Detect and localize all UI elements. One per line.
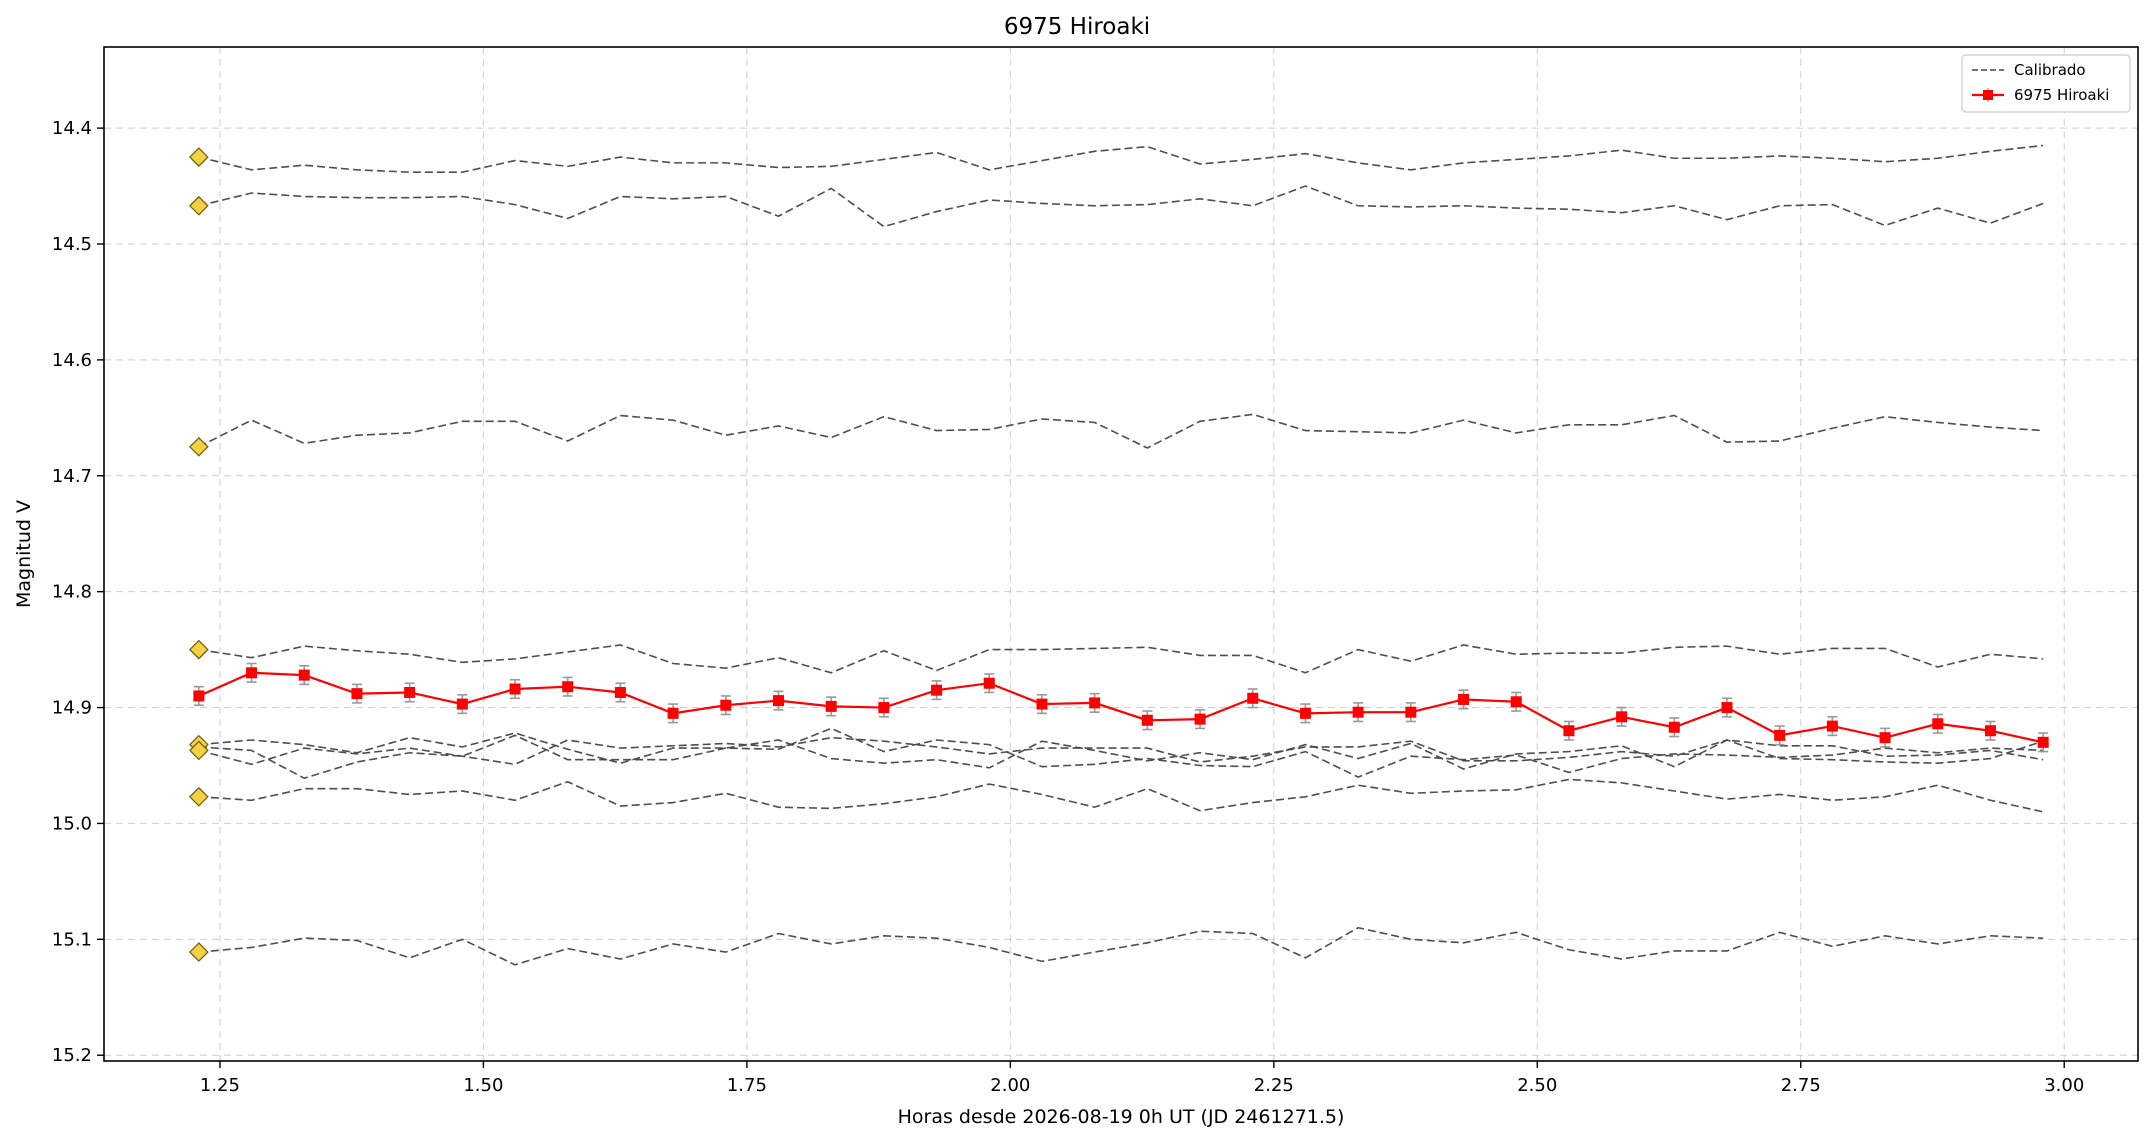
target-data-point — [1352, 706, 1364, 718]
target-data-point — [298, 669, 310, 681]
target-data-point — [1247, 692, 1259, 704]
target-data-point — [351, 688, 363, 700]
x-tick-label: 2.75 — [1781, 1075, 1821, 1096]
target-data-point — [1932, 718, 1944, 730]
target-data-point — [1721, 702, 1733, 714]
target-data-point — [772, 695, 784, 707]
target-data-point — [1141, 714, 1153, 726]
target-data-point — [983, 677, 995, 689]
target-data-point — [1299, 707, 1311, 719]
y-tick-label: 15.0 — [52, 813, 92, 834]
series-layer — [189, 144, 2049, 966]
x-tick-label: 3.00 — [2044, 1075, 2084, 1096]
x-axis-label: Horas desde 2026-08-19 0h UT (JD 2461271… — [898, 1106, 1345, 1128]
legend-calibrated-label: Calibrado — [2014, 61, 2086, 79]
y-axis-label: Magnitud V — [13, 500, 35, 608]
target-data-point — [246, 667, 258, 679]
target-data-point — [825, 700, 837, 712]
y-tick-label: 14.6 — [52, 350, 92, 371]
y-tick-label: 14.9 — [52, 698, 92, 719]
reference-diamond-marker — [189, 786, 209, 807]
y-tick-label: 15.2 — [52, 1045, 92, 1066]
reference-diamond-marker — [189, 942, 209, 962]
chart-title: 6975 Hiroaki — [1004, 14, 1150, 40]
legend: Calibrado 6975 Hiroaki — [1961, 54, 2131, 113]
calibrated-series-line — [198, 144, 2044, 173]
x-tick-label: 1.75 — [727, 1075, 767, 1096]
target-data-point — [1774, 729, 1786, 741]
legend-target-label: 6975 Hiroaki — [2014, 86, 2109, 104]
target-data-point — [1458, 693, 1470, 705]
target-data-point — [1405, 706, 1417, 718]
target-data-point — [614, 686, 626, 698]
target-data-point — [720, 699, 732, 711]
target-data-point — [1036, 698, 1048, 710]
reference-diamond-marker — [189, 436, 209, 457]
calibrated-series-line — [198, 644, 2044, 674]
axis-ticks: 1.25 1.50 1.75 2.00 2.25 2.50 2.75 3.00 14.4 14.5… — [52, 118, 2084, 1096]
reference-diamond-marker — [189, 147, 209, 167]
target-series — [193, 662, 2049, 753]
target-data-point — [562, 681, 574, 693]
x-tick-label: 2.50 — [1517, 1075, 1557, 1096]
target-data-point — [1826, 720, 1838, 732]
y-tick-label: 14.7 — [52, 466, 92, 487]
calibrated-series-line — [198, 732, 2044, 770]
plot-frame — [103, 46, 2139, 1062]
target-data-point — [931, 684, 943, 696]
calibrated-series-line — [198, 727, 2044, 780]
grid — [104, 47, 2138, 1061]
target-data-point — [2037, 736, 2049, 748]
calibrated-series-line — [198, 778, 2044, 813]
target-series-line — [198, 671, 2044, 744]
target-data-point — [1510, 696, 1522, 708]
target-data-point — [1879, 732, 1891, 744]
x-tick-label: 2.00 — [990, 1075, 1030, 1096]
legend-target-marker — [1983, 90, 1993, 100]
calibrated-series-line — [198, 413, 2044, 449]
target-data-point — [1984, 725, 1996, 737]
reference-diamond-marker — [189, 639, 209, 660]
x-tick-label: 2.25 — [1254, 1075, 1294, 1096]
target-data-point — [404, 686, 416, 698]
target-data-point — [878, 702, 890, 714]
reference-diamond-marker — [189, 195, 209, 216]
target-data-point — [509, 683, 521, 695]
target-data-point — [1563, 725, 1575, 737]
reference-diamond-marker — [189, 740, 209, 761]
x-tick-label: 1.25 — [200, 1075, 240, 1096]
y-tick-label: 14.5 — [52, 234, 92, 255]
target-data-point — [1194, 713, 1206, 725]
target-data-point — [456, 698, 468, 710]
target-data-point — [193, 690, 205, 702]
y-tick-label: 14.4 — [52, 118, 92, 139]
target-data-point — [1089, 697, 1101, 709]
calibrated-series-line — [198, 736, 2044, 766]
target-data-point — [1616, 711, 1628, 723]
calibrated-series-line — [198, 926, 2044, 966]
x-tick-label: 1.50 — [463, 1075, 503, 1096]
y-tick-label: 15.1 — [52, 929, 92, 950]
target-data-point — [667, 707, 679, 719]
target-data-point — [1668, 721, 1680, 733]
y-tick-label: 14.8 — [52, 582, 92, 603]
